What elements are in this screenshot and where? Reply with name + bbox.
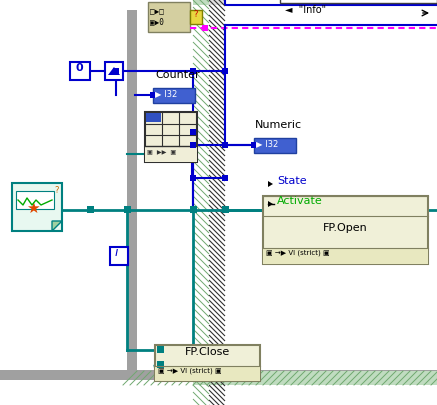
Text: ▣  ▶▶  ▣: ▣ ▶▶ ▣	[147, 150, 176, 155]
Text: ★: ★	[26, 201, 40, 216]
Bar	[145, 146, 197, 162]
Bar	[222, 68, 228, 74]
Bar	[110, 247, 128, 265]
Bar	[222, 142, 228, 148]
Text: Activate: Activate	[277, 196, 323, 206]
Bar	[263, 196, 428, 264]
Text: ▶ I32: ▶ I32	[256, 139, 278, 148]
Bar	[146, 113, 161, 122]
Bar	[12, 183, 62, 231]
Bar	[105, 62, 123, 80]
Bar	[155, 345, 260, 381]
Text: FP.Close: FP.Close	[185, 347, 230, 357]
Bar	[190, 175, 196, 181]
Bar	[209, 0, 225, 5]
Text: ◄  "Info": ◄ "Info"	[285, 5, 326, 15]
Polygon shape	[52, 221, 62, 231]
Bar	[193, 0, 209, 5]
Text: ?: ?	[54, 186, 59, 195]
Bar	[113, 68, 119, 74]
Bar	[0, 370, 437, 380]
Bar	[222, 175, 228, 181]
Bar	[16, 191, 54, 209]
Text: 0: 0	[75, 63, 83, 73]
Text: ?: ?	[193, 10, 198, 19]
Bar	[157, 361, 164, 368]
Text: ▶ I32: ▶ I32	[155, 89, 177, 98]
Bar	[225, 0, 437, 5]
Bar	[148, 2, 190, 32]
Bar	[190, 142, 196, 148]
Bar	[145, 112, 197, 162]
Bar	[157, 346, 164, 353]
Bar	[155, 366, 260, 381]
Bar	[190, 206, 197, 213]
Text: State: State	[277, 176, 307, 186]
Bar	[225, 0, 437, 5]
Text: ▣ →▶ VI (strict) ▣: ▣ →▶ VI (strict) ▣	[158, 367, 222, 373]
Bar	[254, 138, 296, 153]
Polygon shape	[108, 67, 120, 75]
Bar	[202, 25, 208, 31]
Bar	[124, 206, 131, 213]
Bar	[190, 68, 196, 74]
Bar	[251, 142, 257, 148]
Text: ▣▶0: ▣▶0	[150, 17, 164, 26]
Bar	[70, 62, 90, 80]
Text: FP.Open: FP.Open	[323, 223, 368, 233]
Text: Numeric: Numeric	[255, 120, 302, 130]
Bar	[87, 206, 94, 213]
Text: Counter: Counter	[155, 70, 200, 80]
Bar	[263, 248, 428, 264]
Bar	[190, 129, 196, 135]
Text: □▶□: □▶□	[150, 7, 164, 16]
Polygon shape	[268, 181, 273, 187]
Bar	[153, 88, 195, 103]
Bar	[222, 206, 229, 213]
Bar	[280, 0, 437, 3]
Polygon shape	[268, 201, 273, 207]
Text: ▣ →▶ VI (strict) ▣: ▣ →▶ VI (strict) ▣	[266, 250, 329, 256]
Bar	[193, 371, 437, 385]
Bar	[127, 10, 137, 380]
Bar	[190, 10, 202, 24]
Text: i: i	[115, 246, 118, 259]
Bar	[150, 92, 156, 98]
